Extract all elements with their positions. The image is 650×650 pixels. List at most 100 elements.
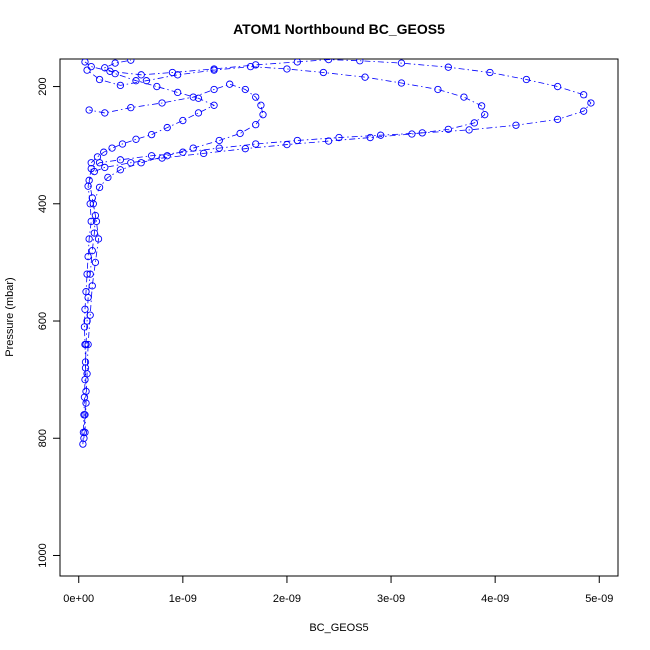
data-point	[88, 282, 96, 290]
data-point	[81, 428, 89, 437]
y-tick-label: 800	[37, 429, 49, 447]
data-point	[127, 59, 135, 64]
data-point	[215, 136, 223, 145]
data-point	[84, 293, 92, 302]
data-point	[252, 61, 260, 69]
data-point	[376, 131, 385, 139]
data-point	[87, 62, 95, 71]
data-point	[87, 159, 95, 167]
data-point	[92, 217, 101, 226]
x-axis: 0e+00 1e-09 2e-09 3e-09 4e-09 5e-09	[63, 575, 613, 605]
data-point	[147, 152, 156, 160]
data-point	[194, 94, 203, 102]
plot-frame	[59, 58, 619, 577]
data-point	[173, 88, 182, 97]
data-point	[86, 311, 94, 319]
data-point	[95, 183, 104, 192]
series-4	[87, 59, 218, 167]
data-point	[83, 370, 91, 378]
data-point	[324, 137, 333, 145]
series-2	[80, 62, 489, 442]
data-point	[116, 156, 125, 164]
data-point	[86, 270, 94, 278]
series-line	[82, 59, 592, 445]
data-point	[84, 340, 92, 349]
data-point	[132, 77, 140, 85]
data-point	[361, 73, 369, 81]
data-point	[252, 121, 260, 129]
data-point	[81, 411, 89, 419]
data-point	[85, 106, 93, 114]
data-point	[83, 317, 91, 325]
data-point	[101, 64, 109, 72]
y-tick-label: 1000	[37, 543, 49, 567]
data-point	[137, 71, 145, 79]
data-point	[179, 148, 187, 156]
data-point	[173, 71, 182, 79]
data-point	[132, 135, 140, 143]
data-point	[90, 229, 99, 237]
y-axis-label: Pressure (mbar)	[4, 277, 16, 356]
data-point	[111, 59, 119, 67]
data-point	[444, 125, 452, 133]
data-point	[179, 116, 187, 125]
data-point	[319, 68, 328, 77]
data-point	[324, 59, 333, 64]
data-point	[397, 79, 406, 87]
data-point	[108, 144, 116, 152]
x-tick-label: 3e-09	[377, 593, 405, 605]
series-line	[84, 83, 264, 433]
data-point	[88, 247, 96, 255]
series-1	[79, 59, 595, 448]
data-point	[100, 148, 108, 156]
data-point	[210, 85, 218, 94]
data-point	[252, 93, 260, 101]
data-point	[104, 173, 112, 182]
data-point	[158, 99, 166, 107]
data-point	[94, 235, 103, 243]
data-point	[85, 176, 93, 184]
data-point	[163, 123, 171, 132]
data-point	[522, 75, 531, 84]
data-point	[460, 93, 468, 101]
data-point	[91, 258, 100, 267]
data-point	[444, 63, 452, 71]
data-point	[80, 323, 89, 331]
data-point	[85, 235, 93, 243]
data-point	[153, 82, 161, 91]
data-point	[283, 140, 291, 149]
data-point	[283, 65, 291, 73]
data-point	[241, 85, 249, 94]
data-point	[82, 340, 90, 349]
data-layer	[79, 59, 595, 448]
data-point	[397, 59, 406, 67]
series-line	[83, 66, 486, 439]
y-tick-label: 600	[37, 312, 49, 330]
data-point	[477, 102, 486, 110]
data-point	[257, 101, 265, 109]
chart-title: ATOM1 Northbound BC_GEOS5	[233, 21, 445, 37]
y-axis: 200 400 600 800 1000	[37, 77, 61, 568]
data-point	[83, 66, 91, 74]
data-point	[189, 144, 197, 152]
data-point	[210, 66, 218, 74]
data-point	[587, 99, 595, 107]
data-point	[84, 252, 92, 261]
data-point	[163, 152, 171, 160]
data-point	[82, 387, 90, 396]
x-tick-label: 4e-09	[481, 593, 509, 605]
data-point	[434, 85, 442, 94]
data-point	[200, 149, 208, 158]
data-point	[465, 126, 473, 134]
data-point	[356, 59, 364, 65]
data-point	[87, 217, 95, 226]
data-point	[579, 107, 588, 115]
data-point	[95, 75, 104, 84]
data-point	[116, 166, 125, 174]
data-point	[81, 305, 89, 313]
data-point	[127, 104, 135, 112]
data-point	[226, 80, 234, 88]
data-point	[81, 59, 89, 66]
data-point	[252, 140, 260, 148]
